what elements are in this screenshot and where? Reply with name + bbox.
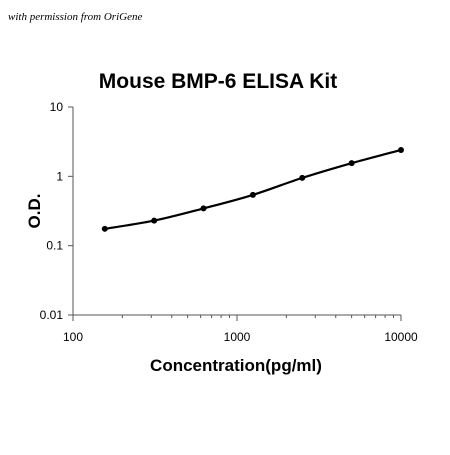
- x-tick-label: 100: [63, 330, 83, 344]
- plot-area: 10 1 0.1 0.01 100 1000 10000: [40, 100, 418, 344]
- y-tick-label: 0.1: [46, 239, 63, 253]
- x-tick-label: 1000: [224, 330, 251, 344]
- data-point: [101, 225, 108, 232]
- data-point: [200, 205, 207, 212]
- standard-curve-line: [104, 148, 402, 230]
- permission-watermark: with permission from OriGene: [8, 11, 142, 23]
- data-point: [398, 146, 404, 153]
- chart-title: Mouse BMP-6 ELISA Kit: [99, 70, 337, 93]
- data-point: [299, 174, 306, 181]
- x-axis-label: Concentration(pg/ml): [150, 356, 322, 375]
- x-tick-label: 10000: [384, 330, 418, 344]
- data-point: [151, 217, 158, 224]
- y-axis-label: O.D.: [25, 194, 44, 229]
- y-tick-label: 0.01: [40, 308, 64, 322]
- y-tick-label: 10: [50, 100, 64, 114]
- y-tick-label: 1: [56, 169, 63, 183]
- data-point: [348, 160, 355, 167]
- data-point: [249, 191, 256, 198]
